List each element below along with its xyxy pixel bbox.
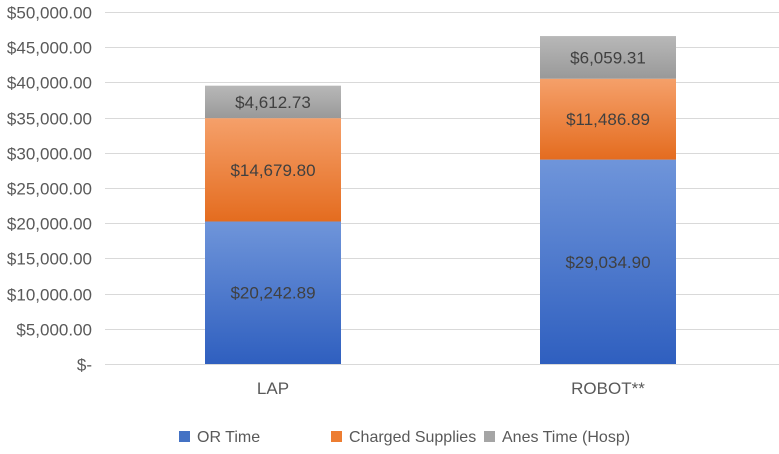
legend-swatch bbox=[484, 431, 495, 442]
y-tick-label: $5,000.00 bbox=[16, 321, 92, 340]
x-category-label: LAP bbox=[257, 379, 289, 398]
data-label: $29,034.90 bbox=[565, 253, 650, 272]
axis-layer: $- $5,000.00 $10,000.00 $15,000.00 $20,000.0… bbox=[7, 4, 645, 399]
data-label: $20,242.89 bbox=[230, 284, 315, 303]
data-label: $11,486.89 bbox=[566, 110, 650, 129]
y-tick-label: $40,000.00 bbox=[7, 74, 92, 93]
legend-label: Anes Time (Hosp) bbox=[502, 429, 630, 446]
y-tick-label: $50,000.00 bbox=[7, 4, 92, 23]
legend-label: OR Time bbox=[197, 429, 260, 446]
bar-segment-or-time bbox=[205, 221, 341, 364]
y-tick-label: $15,000.00 bbox=[7, 250, 92, 269]
legend: OR Time Charged Supplies Anes Time (Hosp) bbox=[179, 429, 630, 446]
y-tick-label: $45,000.00 bbox=[7, 39, 92, 58]
bar-segment-or-time bbox=[540, 159, 676, 364]
y-tick-label: $- bbox=[77, 356, 92, 375]
y-tick-label: $35,000.00 bbox=[7, 110, 92, 129]
x-category-label: ROBOT** bbox=[571, 379, 645, 398]
bar-segment-charged-supplies bbox=[205, 118, 341, 222]
legend-swatch bbox=[331, 431, 342, 442]
bar-layer bbox=[205, 36, 676, 364]
legend-swatch bbox=[179, 431, 190, 442]
y-tick-label: $25,000.00 bbox=[7, 180, 92, 199]
legend-label: Charged Supplies bbox=[349, 429, 476, 446]
bar-segment-anes-time-hosp bbox=[540, 36, 676, 79]
data-label: $6,059.31 bbox=[570, 48, 646, 67]
y-tick-label: $20,000.00 bbox=[7, 215, 92, 234]
bar-segment-charged-supplies bbox=[540, 78, 676, 160]
y-tick-label: $10,000.00 bbox=[7, 286, 92, 305]
bar-segment-anes-time-hosp bbox=[205, 85, 341, 119]
data-label: $4,612.73 bbox=[235, 93, 311, 112]
label-layer: $20,242.89 $14,679.80 $4,612.73 $29,034.90 $… bbox=[230, 48, 650, 302]
y-tick-label: $30,000.00 bbox=[7, 145, 92, 164]
data-label: $14,679.80 bbox=[230, 161, 315, 180]
